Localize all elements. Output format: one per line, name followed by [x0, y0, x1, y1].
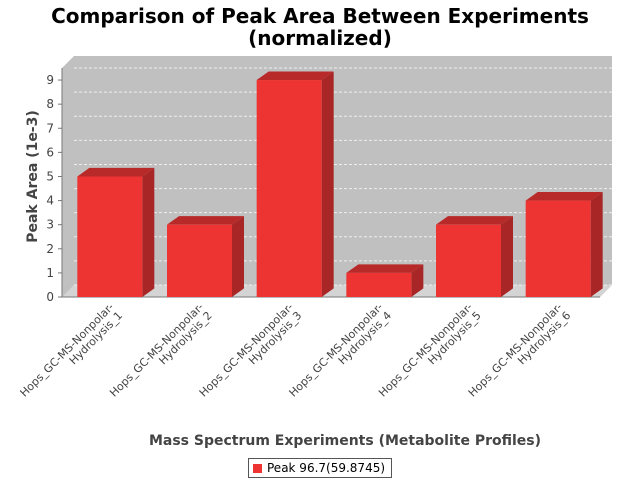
y-axis-title: Peak Area (1e-3) [25, 110, 41, 243]
bar [77, 167, 155, 297]
svg-text:Hops_GC-MS-Nonpolar-: Hops_GC-MS-Nonpolar- [18, 300, 117, 399]
legend-label: Peak 96.7(59.8745) [267, 461, 386, 475]
bar [436, 216, 513, 297]
y-tick-label: 0 [46, 290, 54, 304]
bar [256, 71, 334, 297]
x-axis-ticks: Hops_GC-MS-Nonpolar-Hydrolysis_1Hops_GC-… [18, 300, 574, 399]
y-tick-label: 9 [46, 73, 54, 87]
bar [346, 264, 424, 297]
bars [77, 71, 603, 297]
y-axis-ticks: 0 1 2 3 4 5 6 7 8 9 [46, 73, 62, 304]
y-tick-label: 2 [46, 242, 54, 256]
x-axis-title: Mass Spectrum Experiments (Metabolite Pr… [149, 433, 541, 449]
bar [167, 216, 244, 297]
chart-title-line-1: Comparison of Peak Area Between Experime… [51, 4, 589, 28]
legend-swatch [253, 463, 262, 473]
bar [525, 192, 603, 297]
chart-title-line-2: (normalized) [248, 26, 392, 50]
y-tick-label: 5 [46, 169, 54, 183]
y-tick-label: 6 [46, 145, 54, 159]
y-tick-label: 7 [46, 121, 54, 135]
legend: Peak 96.7(59.8745) [248, 458, 393, 478]
y-tick-label: 8 [46, 97, 54, 111]
y-tick-label: 1 [46, 266, 54, 280]
y-tick-label: 3 [46, 218, 54, 232]
y-tick-label: 4 [46, 194, 54, 208]
